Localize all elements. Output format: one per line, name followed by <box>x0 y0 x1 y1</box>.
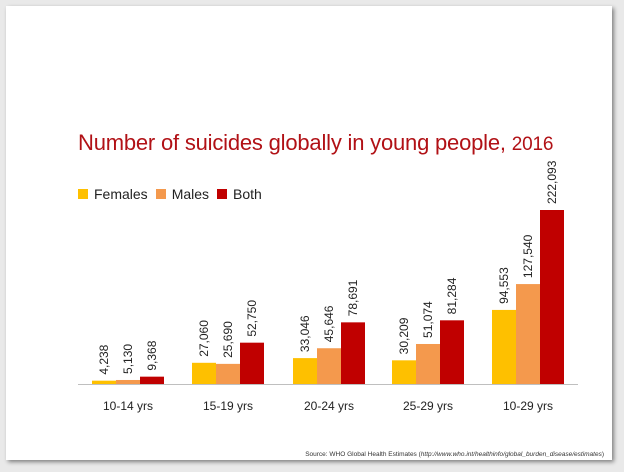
data-label-females-10-14-yrs: 4,238 <box>97 344 111 374</box>
bar-males-20-24-yrs <box>317 348 341 384</box>
bar-females-10-29-yrs <box>492 309 516 384</box>
data-label-males-10-14-yrs: 5,130 <box>121 344 135 374</box>
chart-title-main: Number of suicides globally in young peo… <box>78 130 500 155</box>
bar-both-25-29-yrs <box>440 320 464 384</box>
chart-title: Number of suicides globally in young peo… <box>78 130 553 156</box>
bar-both-20-24-yrs <box>341 322 365 384</box>
bar-females-20-24-yrs <box>293 358 317 384</box>
x-tick-label-15-19-yrs: 15-19 yrs <box>203 399 253 413</box>
legend-label-females: Females <box>94 186 148 202</box>
legend-swatch-females <box>78 189 88 199</box>
data-label-both-15-19-yrs: 52,750 <box>245 300 259 337</box>
x-tick-label-20-24-yrs: 20-24 yrs <box>304 399 354 413</box>
data-label-both-10-14-yrs: 9,368 <box>145 340 159 370</box>
chart-title-year: 2016 <box>511 134 554 155</box>
legend-swatch-males <box>155 189 166 199</box>
bar-females-25-29-yrs <box>392 360 416 384</box>
source-suffix: ) <box>601 451 604 458</box>
bar-females-15-19-yrs <box>192 362 216 384</box>
data-label-both-10-29-yrs: 222,093 <box>545 160 559 204</box>
source-note: Source: WHO Global Health Estimates (htt… <box>305 451 604 458</box>
source-url: http://www.who.int/healthinfo/global_bur… <box>420 451 602 458</box>
legend-label-males: Males <box>171 186 210 202</box>
data-label-females-15-19-yrs: 27,060 <box>197 320 211 357</box>
data-label-females-25-29-yrs: 30,209 <box>397 317 411 354</box>
bar-males-10-29-yrs <box>516 284 540 384</box>
data-label-females-10-29-yrs: 94,553 <box>497 267 511 304</box>
x-tick-label-25-29-yrs: 25-29 yrs <box>403 399 453 413</box>
bar-males-10-14-yrs <box>116 379 140 384</box>
bar-both-10-14-yrs <box>140 376 164 384</box>
data-label-males-25-29-yrs: 51,074 <box>421 301 435 338</box>
source-prefix: Source: WHO Global Health Estimates ( <box>305 451 421 458</box>
legend-swatch-both <box>217 189 228 199</box>
legend-item-males: Males <box>155 186 210 202</box>
x-tick-label-10-29-yrs: 10-29 yrs <box>503 399 553 413</box>
bar-both-10-29-yrs <box>540 210 564 384</box>
data-label-males-20-24-yrs: 45,646 <box>322 305 336 342</box>
bar-females-10-14-yrs <box>92 380 116 384</box>
data-label-both-20-24-yrs: 78,691 <box>346 279 360 316</box>
bar-both-15-19-yrs <box>240 342 264 384</box>
data-label-both-25-29-yrs: 81,284 <box>445 277 459 314</box>
bar-males-15-19-yrs <box>216 363 240 384</box>
legend-label-both: Both <box>233 186 262 202</box>
legend-item-females: Females <box>78 186 148 202</box>
data-label-males-10-29-yrs: 127,540 <box>521 234 535 278</box>
bar-males-25-29-yrs <box>416 343 440 384</box>
chart-legend: Females Males Both <box>78 186 270 202</box>
data-label-females-20-24-yrs: 33,046 <box>298 315 312 352</box>
legend-item-both: Both <box>217 186 262 202</box>
chart-title-separator: , <box>499 130 512 155</box>
x-tick-label-10-14-yrs: 10-14 yrs <box>103 399 153 413</box>
data-label-males-15-19-yrs: 25,690 <box>221 321 235 358</box>
